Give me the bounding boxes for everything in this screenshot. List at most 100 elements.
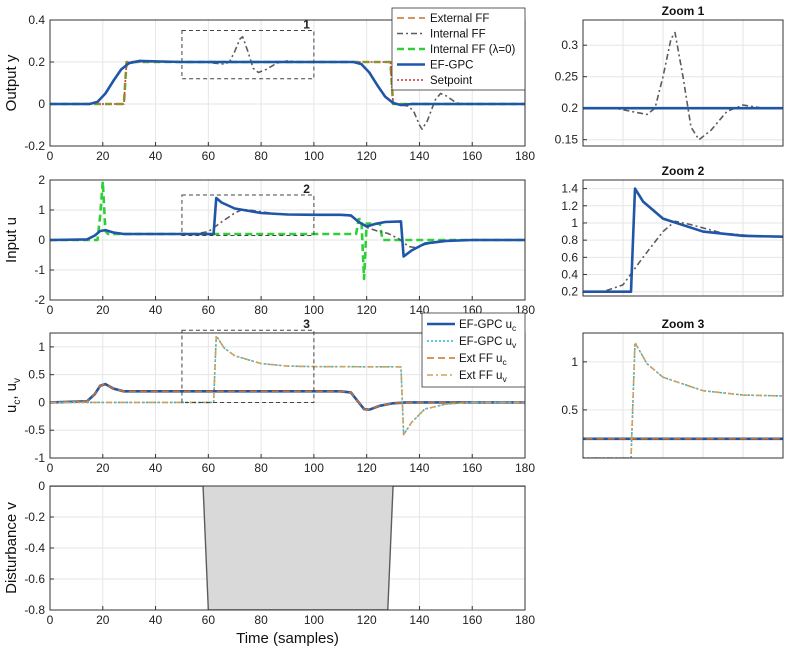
x-tick-label: 100 — [304, 149, 324, 163]
y-tick-label: 0.25 — [555, 70, 579, 84]
x-tick-label: 160 — [462, 461, 482, 475]
axes-frame — [582, 332, 784, 459]
x-tick-label: 140 — [409, 461, 429, 475]
legend-label: EF-GPC uv — [459, 336, 517, 350]
panel-zoom2: 0.2 0.4 0.6 0.8 1 1.2 1.4 Zoom 2 — [561, 164, 784, 299]
y-tick-label: 1 — [38, 203, 45, 217]
y-tick-label: 0.3 — [561, 38, 578, 52]
x-tick-label: 100 — [304, 613, 324, 627]
y-tick-label: -2 — [34, 293, 45, 307]
series-line-ef-gpc — [583, 106, 783, 110]
x-tick-label: 40 — [149, 303, 163, 317]
y-tick-label: 0.2 — [561, 101, 578, 115]
disturbance-area — [203, 486, 394, 610]
series-group — [583, 187, 783, 293]
x-tick-label: 100 — [304, 303, 324, 317]
x-tick-label: 80 — [254, 461, 268, 475]
y-tick-label: 0.6 — [561, 250, 578, 264]
x-tick-label: 0 — [47, 149, 54, 163]
y-tick-label: 0 — [38, 233, 45, 247]
legend-label: Ext FF uc — [459, 353, 507, 367]
x-tick-label: 20 — [96, 461, 110, 475]
y-axis-label: Input u — [3, 217, 20, 263]
x-tick-label: 60 — [202, 613, 216, 627]
panel-zoom3: 0.5 1 Zoom 3 — [561, 317, 784, 459]
zoom-box — [181, 194, 315, 236]
y-tick-label: 0 — [38, 97, 45, 111]
x-tick-label: 160 — [462, 613, 482, 627]
y-tick-label: 1 — [571, 216, 578, 230]
x-axis-label: Time (samples) — [236, 630, 339, 647]
x-tick-label: 120 — [357, 613, 377, 627]
x-tick-label: 0 — [47, 461, 54, 475]
y-axis-label: Disturbance v — [3, 502, 20, 594]
y-tick-label: 1.2 — [561, 199, 578, 213]
y-tick-label: 0.2 — [28, 55, 45, 69]
y-tick-label: -0.8 — [24, 603, 45, 617]
zoom-box — [181, 329, 315, 403]
series-group — [583, 31, 783, 141]
x-tick-label: 40 — [149, 149, 163, 163]
y-tick-label: -0.4 — [24, 541, 45, 555]
legend-label: Ext FF uv — [459, 370, 507, 384]
x-tick-label: 120 — [357, 149, 377, 163]
plot-area — [583, 180, 783, 296]
x-tick-label: 80 — [254, 613, 268, 627]
y-tick-label: -1 — [34, 451, 45, 465]
x-tick-label: 20 — [96, 149, 110, 163]
legend-label: EF-GPC uc — [459, 319, 517, 333]
x-tick-label: 60 — [202, 149, 216, 163]
y-tick-label: 0.8 — [561, 233, 578, 247]
zoom-box-label: 2 — [303, 182, 310, 196]
y-tick-label: 0.15 — [555, 133, 579, 147]
x-tick-label: 40 — [149, 613, 163, 627]
x-tick-label: 0 — [47, 613, 54, 627]
x-tick-label: 20 — [96, 613, 110, 627]
legend-label: Internal FF (λ=0) — [430, 44, 515, 56]
y-tick-label: -1 — [34, 263, 45, 277]
x-tick-label: 60 — [202, 461, 216, 475]
axes-frame — [49, 485, 526, 611]
y-axis-label: uc, uv — [3, 378, 23, 413]
y-tick-label: 1 — [571, 355, 578, 369]
x-tick-label: 180 — [515, 613, 535, 627]
legend-label: EF-GPC — [430, 60, 473, 72]
axes-frame — [49, 332, 526, 459]
x-tick-label: 100 — [304, 461, 324, 475]
legend-uc-uv: EF-GPC uc EF-GPC uv Ext FF uc Ext FF uv — [421, 312, 526, 388]
y-tick-label: 0.5 — [28, 368, 45, 382]
series-line-ext-ff-uc — [50, 383, 525, 411]
x-tick-label: 80 — [254, 303, 268, 317]
axes-frame — [582, 19, 784, 147]
y-tick-label: -0.5 — [24, 423, 45, 437]
legend-output: External FF Internal FF Internal FF (λ=0) E… — [391, 7, 526, 91]
zoom-box-label: 3 — [303, 317, 310, 331]
zoom-box — [181, 30, 315, 80]
zoom-title: Zoom 1 — [662, 4, 705, 18]
x-tick-label: 40 — [149, 461, 163, 475]
y-tick-label: 0.2 — [561, 285, 578, 299]
axes-frame — [582, 179, 784, 297]
y-tick-label: 0.4 — [28, 13, 45, 27]
legend-label: Internal FF — [430, 29, 486, 41]
x-tick-label: 160 — [462, 149, 482, 163]
panel-uc_uv: -1 -0.5 0 0.5 1 0 20 40 60 80 100 120 140 160 180 3 uc, … — [3, 317, 535, 475]
series-line-ef-gpc — [50, 59, 525, 107]
x-tick-label: 20 — [96, 303, 110, 317]
y-tick-label: -0.2 — [24, 510, 45, 524]
x-tick-label: 180 — [515, 461, 535, 475]
series-line-internal-ff — [50, 36, 525, 130]
axes-frame — [49, 179, 526, 301]
series-group — [50, 180, 525, 281]
y-tick-label: 0 — [38, 479, 45, 493]
x-tick-label: 80 — [254, 149, 268, 163]
legend-box — [421, 312, 526, 388]
x-tick-label: 0 — [47, 303, 54, 317]
y-tick-label: 0.4 — [561, 268, 578, 282]
y-axis-label: Output y — [3, 54, 20, 111]
plot-area — [583, 20, 783, 146]
zoom-box-label: 1 — [303, 18, 310, 32]
y-tick-label: -0.2 — [24, 139, 45, 153]
